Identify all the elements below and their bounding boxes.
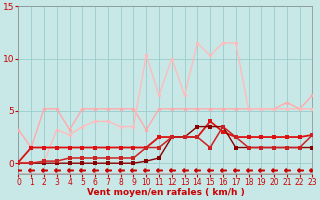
X-axis label: Vent moyen/en rafales ( km/h ): Vent moyen/en rafales ( km/h ) xyxy=(86,188,244,197)
